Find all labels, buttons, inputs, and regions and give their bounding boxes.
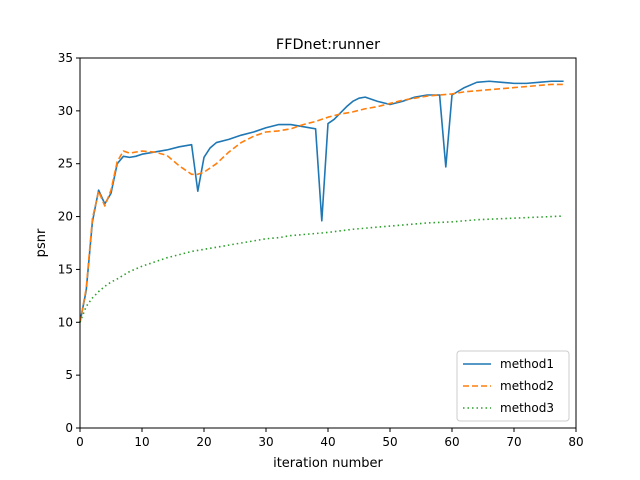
y-tick-label: 25: [58, 157, 73, 171]
y-tick-label: 10: [58, 315, 73, 329]
chart-title: FFDnet:runner: [276, 37, 380, 53]
y-tick-label: 5: [65, 368, 73, 382]
y-axis: 0 5 10 15 20 25 30 35: [58, 51, 80, 435]
series-layer: [79, 80, 564, 323]
x-tick-label: 30: [258, 435, 273, 449]
y-tick-label: 20: [58, 210, 73, 224]
x-tick-label: 60: [444, 435, 459, 449]
series-line-method1: [79, 80, 564, 323]
y-tick-label: 0: [65, 421, 73, 435]
x-tick-label: 20: [196, 435, 211, 449]
x-tick-label: 40: [320, 435, 335, 449]
x-tick-label: 0: [76, 435, 84, 449]
y-tick-label: 30: [58, 104, 73, 118]
y-tick-label: 15: [58, 262, 73, 276]
y-axis-label: psnr: [34, 228, 49, 257]
legend: method1 method2 method3: [456, 350, 570, 422]
x-tick-label: 80: [568, 435, 583, 449]
x-axis-label: iteration number: [273, 456, 383, 471]
y-tick-label: 35: [58, 51, 73, 65]
legend-label-method3: method3: [500, 401, 554, 415]
x-tick-label: 70: [506, 435, 521, 449]
legend-box: [456, 350, 570, 422]
legend-label-method1: method1: [500, 357, 554, 371]
x-tick-label: 50: [382, 435, 397, 449]
x-axis: 0 10 20 30 40 50 60 70 80: [76, 428, 584, 449]
legend-label-method2: method2: [500, 379, 554, 393]
series-line-method2: [79, 83, 564, 323]
x-tick-label: 10: [134, 435, 149, 449]
series-line-method3: [79, 215, 564, 323]
